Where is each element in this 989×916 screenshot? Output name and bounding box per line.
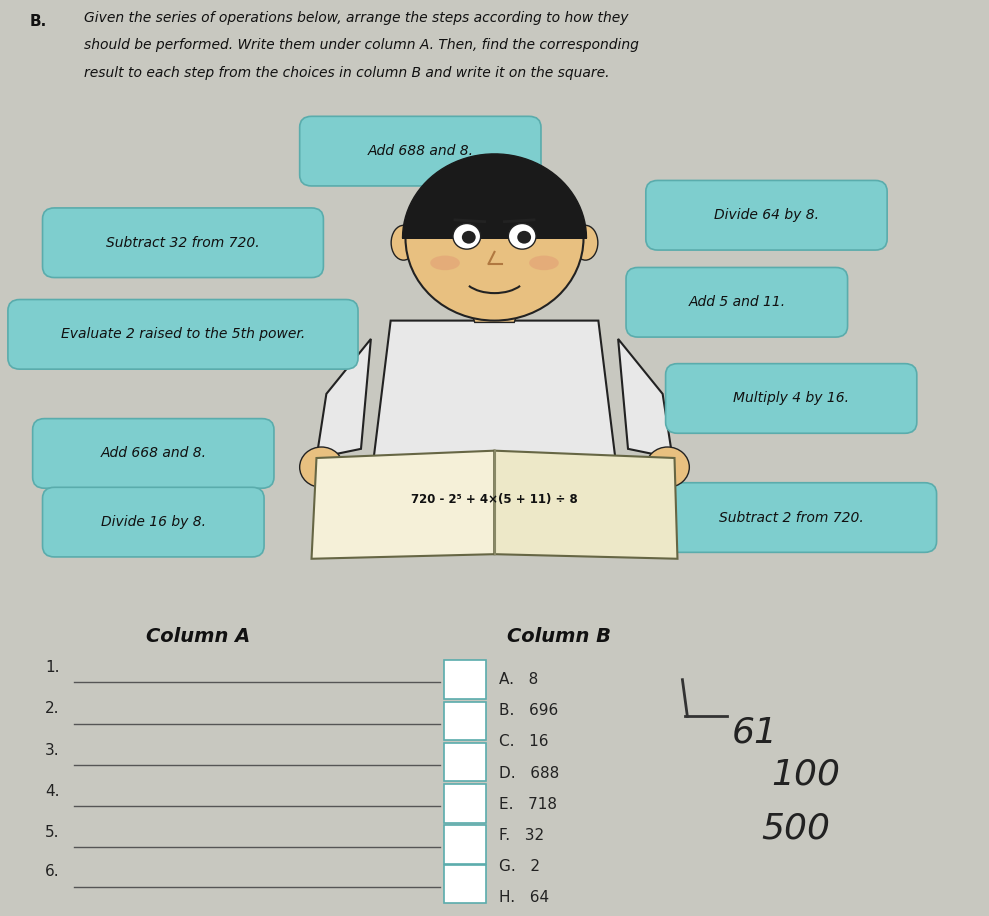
FancyBboxPatch shape (666, 364, 917, 433)
Polygon shape (403, 154, 586, 238)
FancyBboxPatch shape (8, 300, 358, 369)
FancyBboxPatch shape (33, 419, 274, 488)
Text: should be performed. Write them under column A. Then, find the corresponding: should be performed. Write them under co… (84, 38, 639, 52)
FancyBboxPatch shape (444, 660, 486, 699)
FancyBboxPatch shape (646, 180, 887, 250)
Text: Subtract 32 from 720.: Subtract 32 from 720. (106, 235, 260, 250)
Text: Divide 64 by 8.: Divide 64 by 8. (714, 208, 819, 223)
Text: 500: 500 (762, 812, 831, 846)
FancyBboxPatch shape (43, 487, 264, 557)
Ellipse shape (574, 225, 597, 260)
Polygon shape (470, 307, 519, 322)
Polygon shape (371, 321, 618, 481)
Text: 720 - 2⁵ + 4×(5 + 11) ÷ 8: 720 - 2⁵ + 4×(5 + 11) ÷ 8 (411, 493, 578, 506)
Text: B.: B. (30, 14, 46, 28)
Text: Column A: Column A (145, 627, 250, 646)
Text: 4.: 4. (45, 784, 59, 799)
Text: D.   688: D. 688 (499, 766, 560, 780)
Circle shape (462, 231, 476, 244)
Text: Add 5 and 11.: Add 5 and 11. (688, 295, 785, 310)
Ellipse shape (430, 256, 460, 270)
Text: A.   8: A. 8 (499, 672, 539, 687)
FancyBboxPatch shape (300, 116, 541, 186)
Polygon shape (618, 339, 673, 458)
Polygon shape (316, 339, 371, 458)
Text: 100: 100 (771, 757, 841, 791)
FancyBboxPatch shape (444, 743, 486, 781)
Circle shape (646, 447, 689, 487)
FancyBboxPatch shape (626, 267, 848, 337)
Text: C.   16: C. 16 (499, 735, 549, 749)
Text: 6.: 6. (45, 865, 59, 879)
Ellipse shape (529, 256, 559, 270)
Circle shape (517, 231, 531, 244)
Text: 1.: 1. (45, 660, 59, 675)
Text: Column B: Column B (506, 627, 611, 646)
FancyBboxPatch shape (43, 208, 323, 278)
FancyBboxPatch shape (444, 784, 486, 823)
Circle shape (405, 156, 584, 321)
Text: 2.: 2. (45, 702, 59, 716)
Text: F.   32: F. 32 (499, 828, 545, 843)
Text: Divide 16 by 8.: Divide 16 by 8. (101, 515, 206, 529)
Text: 61: 61 (732, 715, 778, 750)
Text: Multiply 4 by 16.: Multiply 4 by 16. (733, 391, 850, 406)
Text: B.   696: B. 696 (499, 703, 559, 718)
Text: Add 688 and 8.: Add 688 and 8. (367, 144, 474, 158)
Circle shape (508, 224, 536, 249)
FancyBboxPatch shape (444, 825, 486, 864)
FancyBboxPatch shape (444, 702, 486, 740)
Text: 5.: 5. (45, 825, 59, 840)
Text: G.   2: G. 2 (499, 859, 540, 874)
Text: Subtract 2 from 720.: Subtract 2 from 720. (719, 510, 863, 525)
Text: E.   718: E. 718 (499, 797, 558, 812)
Circle shape (453, 224, 481, 249)
Text: result to each step from the choices in column B and write it on the square.: result to each step from the choices in … (84, 66, 609, 80)
Polygon shape (494, 451, 677, 559)
Text: Given the series of operations below, arrange the steps according to how they: Given the series of operations below, ar… (84, 11, 629, 25)
Text: 3.: 3. (45, 743, 59, 758)
Ellipse shape (392, 225, 416, 260)
FancyBboxPatch shape (444, 865, 486, 903)
Circle shape (300, 447, 343, 487)
Text: Add 668 and 8.: Add 668 and 8. (100, 446, 207, 461)
FancyBboxPatch shape (646, 483, 937, 552)
Text: H.   64: H. 64 (499, 890, 550, 905)
Text: Evaluate 2 raised to the 5th power.: Evaluate 2 raised to the 5th power. (61, 327, 305, 342)
Polygon shape (312, 451, 494, 559)
